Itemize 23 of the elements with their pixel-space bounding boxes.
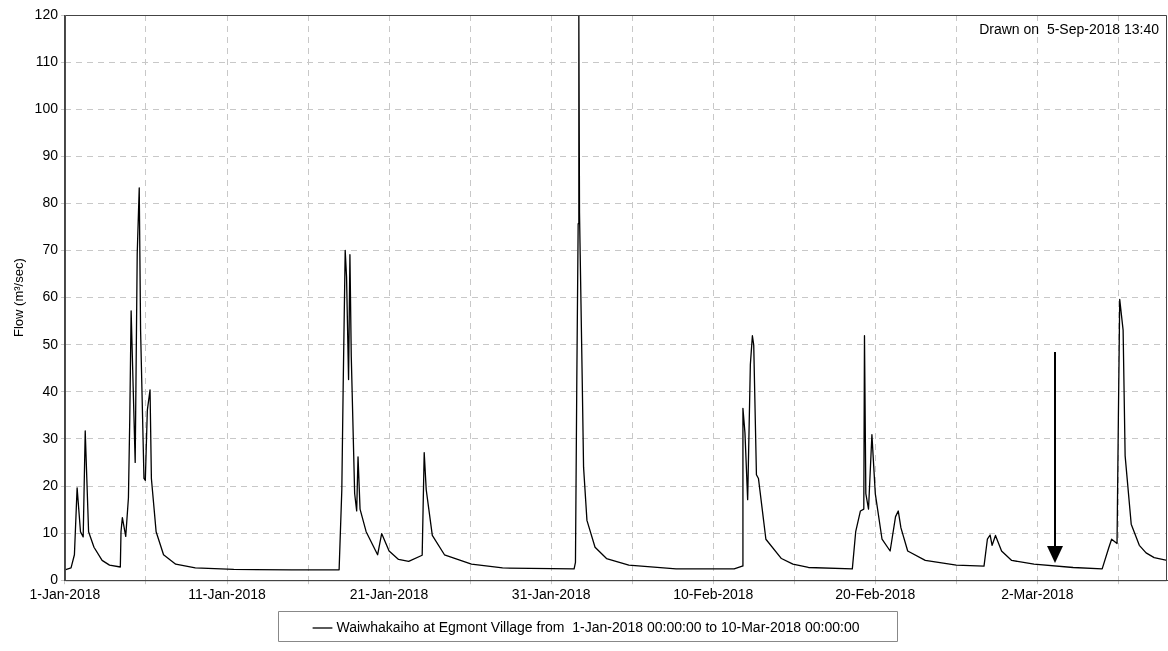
y-tick-label: 10: [42, 523, 59, 540]
annotation: Drawn on 5-Sep-2018 13:40: [979, 20, 1160, 37]
y-tick-label: 30: [42, 429, 59, 446]
y-tick-label: 50: [42, 335, 59, 352]
x-tick-label: 20-Feb-2018: [835, 586, 916, 603]
y-tick-label: 0: [50, 571, 59, 588]
y-tick-label: 20: [42, 476, 59, 493]
x-tick-label: 31-Jan-2018: [511, 586, 591, 603]
x-tick-label: 2-Mar-2018: [1001, 586, 1074, 603]
x-tick-label: 21-Jan-2018: [349, 586, 429, 603]
y-axis-title: Flow (m³/sec): [11, 258, 27, 337]
y-tick-label: 60: [42, 288, 59, 305]
x-tick-label: 10-Feb-2018: [673, 586, 754, 603]
x-tick-label: 1-Jan-2018: [29, 586, 101, 603]
y-tick-label: 90: [42, 147, 59, 164]
y-tick-label: 40: [42, 382, 59, 399]
y-tick-label: 80: [42, 194, 59, 211]
x-tick-label: 11-Jan-2018: [188, 586, 267, 603]
y-tick-label: 100: [34, 100, 59, 117]
legend-label: Waiwhakaiho at Egmont Village from 1-Jan-2018 00:00:00 to 10-Mar-2018 00:00:00: [336, 618, 860, 635]
y-tick-label: 120: [34, 5, 59, 22]
y-tick-label: 110: [35, 52, 59, 69]
y-tick-label: 70: [42, 241, 59, 258]
